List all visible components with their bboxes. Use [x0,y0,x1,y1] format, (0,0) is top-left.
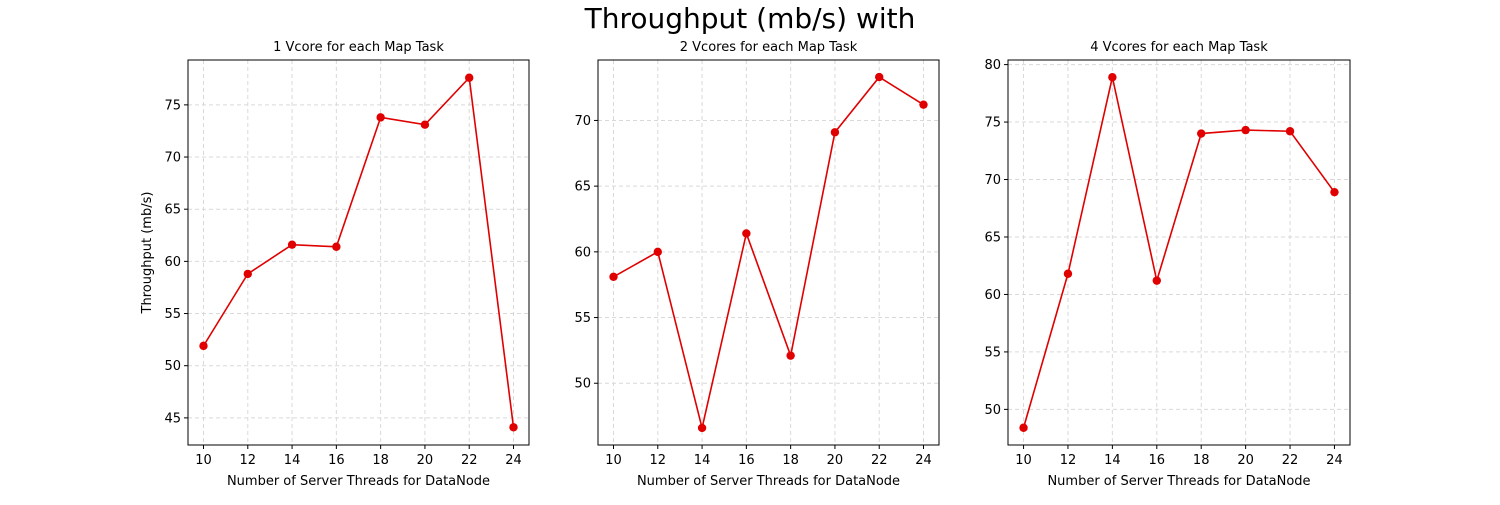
x-tick-label: 12 [1060,453,1077,468]
data-point [609,272,618,282]
y-tick-label: 70 [984,173,1001,188]
y-tick-label: 55 [574,311,591,326]
y-axis-label: Throughput (mb/s) [140,192,155,315]
chart-panel-3: 10 12 14 16 18 20 22 24 50 55 60 65 70 75 80 4 Vcores f… [984,40,1351,489]
x-tick-label: 20 [1237,453,1254,468]
chart-title: 4 Vcores for each Map Task [1090,40,1268,55]
data-point [465,73,474,82]
x-tick-label: 24 [505,453,522,468]
data-point [420,120,430,129]
series-line [202,75,515,428]
x-tick-label: 14 [284,453,301,468]
y-tick-label: 60 [164,255,181,270]
data-point [830,128,840,137]
x-tick-label: 22 [461,453,478,468]
data-point [1241,125,1250,135]
y-tick-label: 50 [574,377,591,392]
y-tick-label: 45 [164,411,181,426]
y-tick-label: 55 [164,307,181,322]
data-point [243,269,252,279]
data-point [1330,187,1339,197]
x-tick-label: 22 [1282,453,1299,468]
x-axis-label: Number of Server Threads for DataNode [227,474,490,489]
data-point [875,72,884,82]
y-tick-label: 75 [164,98,181,113]
x-axis-label: Number of Server Threads for DataNode [1047,474,1310,489]
plot-frame [597,59,940,446]
x-tick-label: 24 [1326,453,1343,468]
y-tick-label: 65 [574,180,591,195]
x-tick-label: 16 [1149,453,1166,468]
y-tick-label: 70 [574,114,591,129]
x-tick-label: 16 [328,453,345,468]
data-point [786,351,795,360]
y-tick-label: 55 [984,345,1001,360]
x-tick-label: 24 [915,453,932,468]
figure-title: Throughput (mb/s) with [584,2,916,35]
chart-title: 1 Vcore for each Map Task [273,40,444,55]
series-line [1022,77,1336,428]
x-tick-label: 14 [1104,453,1121,468]
x-tick-label: 18 [372,453,389,468]
series-line [613,76,924,429]
y-tick-label: 60 [574,245,591,260]
y-tick-label: 60 [984,288,1001,303]
y-tick-label: 80 [984,58,1001,73]
x-axis-label: Number of Server Threads for DataNode [637,474,900,489]
data-point [287,240,297,249]
data-point [742,229,751,238]
x-tick-label: 12 [650,453,667,468]
data-point [1108,73,1117,82]
data-point [332,242,341,251]
data-point [1197,129,1206,138]
chart-title: 2 Vcores for each Map Task [680,40,858,55]
data-point [697,423,707,433]
data-point [653,247,662,257]
data-point [509,423,518,432]
x-tick-label: 10 [195,453,212,468]
x-tick-label: 10 [605,453,622,468]
data-point [199,341,208,351]
plot-frame [1007,59,1351,446]
x-tick-label: 18 [1193,453,1210,468]
x-tick-label: 10 [1015,453,1032,468]
x-tick-label: 16 [738,453,755,468]
data-point [919,100,928,109]
x-tick-label: 12 [240,453,257,468]
x-tick-label: 18 [782,453,799,468]
y-tick-label: 50 [164,359,181,374]
y-tick-label: 70 [164,151,181,166]
chart-panel-2: 10 12 14 16 18 20 22 24 50 55 60 65 70 2 Vcores for e… [574,40,940,489]
data-point [1063,269,1073,278]
data-point [376,113,385,122]
x-tick-label: 20 [417,453,434,468]
x-tick-label: 22 [871,453,888,468]
data-point [1285,127,1295,136]
data-point [1152,276,1161,285]
y-tick-label: 65 [164,203,181,218]
data-point [1019,423,1028,432]
chart-panel-1: 10 12 14 16 18 20 22 24 45 50 55 60 65 70 75 1 Vcore fo… [140,40,530,489]
y-tick-label: 50 [984,403,1001,418]
y-tick-label: 75 [984,116,1001,131]
x-tick-label: 20 [827,453,844,468]
plot-frame [187,59,530,446]
y-tick-label: 65 [984,230,1001,245]
x-tick-label: 14 [694,453,711,468]
